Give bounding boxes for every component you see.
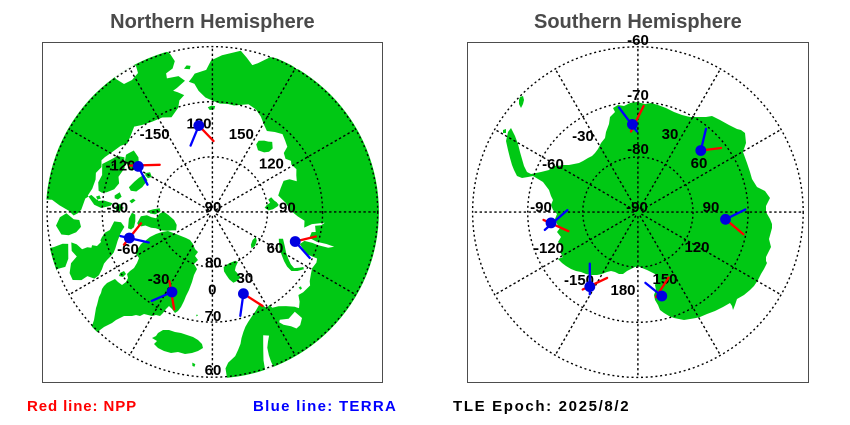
svg-text:90: 90 xyxy=(279,200,296,217)
svg-text:-30: -30 xyxy=(572,128,594,145)
svg-text:70: 70 xyxy=(205,308,222,325)
svg-text:60: 60 xyxy=(205,362,222,379)
svg-text:-120: -120 xyxy=(105,158,135,175)
svg-text:80: 80 xyxy=(205,254,222,271)
svg-text:30: 30 xyxy=(662,126,679,143)
svg-text:60: 60 xyxy=(267,240,284,257)
svg-text:150: 150 xyxy=(229,126,254,143)
svg-text:-90: -90 xyxy=(106,200,128,217)
svg-text:Red line: NPP: Red line: NPP xyxy=(27,398,137,415)
svg-text:30: 30 xyxy=(236,270,253,287)
svg-text:-90: -90 xyxy=(626,199,648,216)
svg-text:Northern Hemisphere: Northern Hemisphere xyxy=(110,11,315,33)
svg-text:-80: -80 xyxy=(627,141,649,158)
svg-text:120: 120 xyxy=(684,239,709,256)
svg-text:TLE Epoch: 2025/8/2: TLE Epoch: 2025/8/2 xyxy=(453,398,630,415)
svg-text:-90: -90 xyxy=(530,199,552,216)
svg-text:180: 180 xyxy=(610,282,635,299)
svg-text:Southern Hemisphere: Southern Hemisphere xyxy=(534,11,742,33)
svg-text:150: 150 xyxy=(652,271,677,288)
svg-text:-60: -60 xyxy=(542,156,564,173)
svg-text:-70: -70 xyxy=(627,87,649,104)
svg-text:60: 60 xyxy=(691,155,708,172)
svg-text:Blue line: TERRA: Blue line: TERRA xyxy=(253,398,397,415)
svg-text:-60: -60 xyxy=(627,32,649,49)
svg-text:-150: -150 xyxy=(140,126,170,143)
svg-text:90: 90 xyxy=(205,199,222,216)
svg-text:-60: -60 xyxy=(117,241,139,258)
svg-text:-120: -120 xyxy=(534,240,564,257)
svg-text:-30: -30 xyxy=(148,271,170,288)
svg-text:120: 120 xyxy=(259,156,284,173)
svg-text:90: 90 xyxy=(703,199,720,216)
svg-text:0: 0 xyxy=(208,282,216,299)
